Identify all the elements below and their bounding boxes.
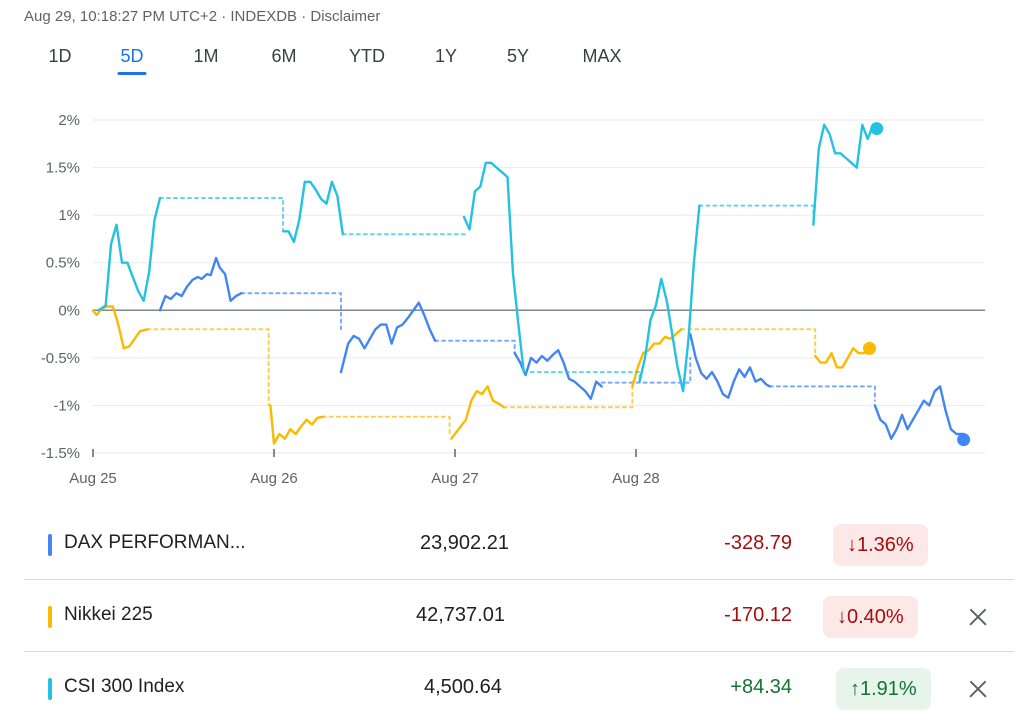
tab-1y[interactable]: 1Y xyxy=(434,46,458,66)
series-dax-performan-solid-segment xyxy=(873,385,965,440)
tab-ytd[interactable]: YTD xyxy=(349,46,385,66)
x-tick-label: Aug 26 xyxy=(250,470,298,487)
series-csi-300-index-solid-segment xyxy=(638,204,701,393)
series-color-swatch xyxy=(48,606,52,628)
series-nikkei-225-dotted-segment xyxy=(146,328,270,407)
series-dax-performan-dotted-segment xyxy=(434,339,516,355)
series-nikkei-225-dotted-segment xyxy=(502,380,634,409)
row-name: CSI 300 Index xyxy=(64,676,185,697)
y-tick-label: 2% xyxy=(58,112,80,129)
tab-5y[interactable]: 5Y xyxy=(506,46,530,66)
tab-1d[interactable]: 1D xyxy=(48,46,72,66)
y-tick-label: 1.5% xyxy=(46,160,80,177)
series-nikkei-225-end-marker xyxy=(862,341,876,355)
series-dax-performan-dotted-segment xyxy=(768,385,876,402)
series-csi-300-index-solid-segment xyxy=(812,123,878,226)
row-change: -328.79 xyxy=(724,532,792,554)
series-csi-300-index-solid-segment xyxy=(97,196,162,312)
row-name: Nikkei 225 xyxy=(64,604,153,625)
row-percent-badge: ↓0.40% xyxy=(823,596,918,638)
row-change: +84.34 xyxy=(730,676,792,698)
series-dax-performan-solid-segment xyxy=(158,256,243,312)
legend-row-csi300[interactable]: CSI 300 Index 4,500.64 +84.34 ↑1.91% xyxy=(24,652,1014,724)
x-tick-label: Aug 27 xyxy=(431,470,479,487)
x-tick-label: Aug 28 xyxy=(612,470,660,487)
series-color-swatch xyxy=(48,534,52,556)
series-dax-performan-solid-segment xyxy=(513,349,603,400)
series-nikkei-225-solid-segment xyxy=(450,385,506,440)
row-change: -170.12 xyxy=(724,604,792,626)
series-csi-300-index-solid-segment xyxy=(462,161,525,374)
x-tick-label: Aug 25 xyxy=(69,470,117,487)
y-tick-label: -0.5% xyxy=(41,350,80,367)
series-dax-performan-dotted-segment xyxy=(240,292,342,331)
series-nikkei-225-solid-segment xyxy=(814,347,871,369)
legend-row-dax[interactable]: DAX PERFORMAN... 23,902.21 -328.79 ↓1.36… xyxy=(24,508,1014,580)
series-dax-performan-solid-segment xyxy=(689,332,772,399)
series-csi-300-index-dotted-segment xyxy=(159,197,285,231)
series-nikkei-225-solid-segment xyxy=(91,305,149,350)
tab-5d[interactable]: 5D xyxy=(117,46,147,75)
y-tick-label: 0% xyxy=(58,302,80,319)
legend-row-nikkei[interactable]: Nikkei 225 42,737.01 -170.12 ↓0.40% xyxy=(24,580,1014,652)
row-percent-badge: ↓1.36% xyxy=(833,524,928,566)
series-color-swatch xyxy=(48,678,52,700)
row-divider xyxy=(24,579,1014,580)
row-divider xyxy=(24,651,1014,652)
row-percent-badge: ↑1.91% xyxy=(836,668,931,710)
row-price: 4,500.64 xyxy=(424,676,502,698)
series-nikkei-225-dotted-segment xyxy=(680,328,817,355)
y-tick-label: 1% xyxy=(58,207,80,224)
series-dax-performan-solid-segment xyxy=(339,301,437,374)
row-price: 23,902.21 xyxy=(420,532,509,554)
tab-max[interactable]: MAX xyxy=(582,46,622,66)
series-csi-300-index-dotted-segment xyxy=(522,371,641,383)
tab-1m[interactable]: 1M xyxy=(193,46,219,66)
row-price: 42,737.01 xyxy=(416,604,505,626)
remove-close-icon[interactable] xyxy=(963,602,993,632)
tab-6m[interactable]: 6M xyxy=(271,46,297,66)
series-nikkei-225-solid-segment xyxy=(269,404,325,445)
series-dax-performan-dotted-segment xyxy=(600,356,692,384)
y-tick-label: 0.5% xyxy=(46,255,80,272)
timestamp-disclaimer: Aug 29, 10:18:27 PM UTC+2 · INDEXDB · Di… xyxy=(24,8,381,25)
series-dax-performan-end-marker xyxy=(957,433,971,447)
series-csi-300-index-end-marker xyxy=(870,122,884,136)
series-csi-300-index-solid-segment xyxy=(281,180,344,243)
y-tick-label: -1.5% xyxy=(41,445,80,462)
remove-close-icon[interactable] xyxy=(963,674,993,704)
series-nikkei-225-dotted-segment xyxy=(321,415,451,435)
row-name: DAX PERFORMAN... xyxy=(64,532,246,553)
comparison-line-chart: 2% 1.5% 1% 0.5% 0% -0.5% -1% -1.5% Aug 25 Aug 26 A… xyxy=(41,112,985,487)
y-tick-label: -1% xyxy=(53,397,80,414)
